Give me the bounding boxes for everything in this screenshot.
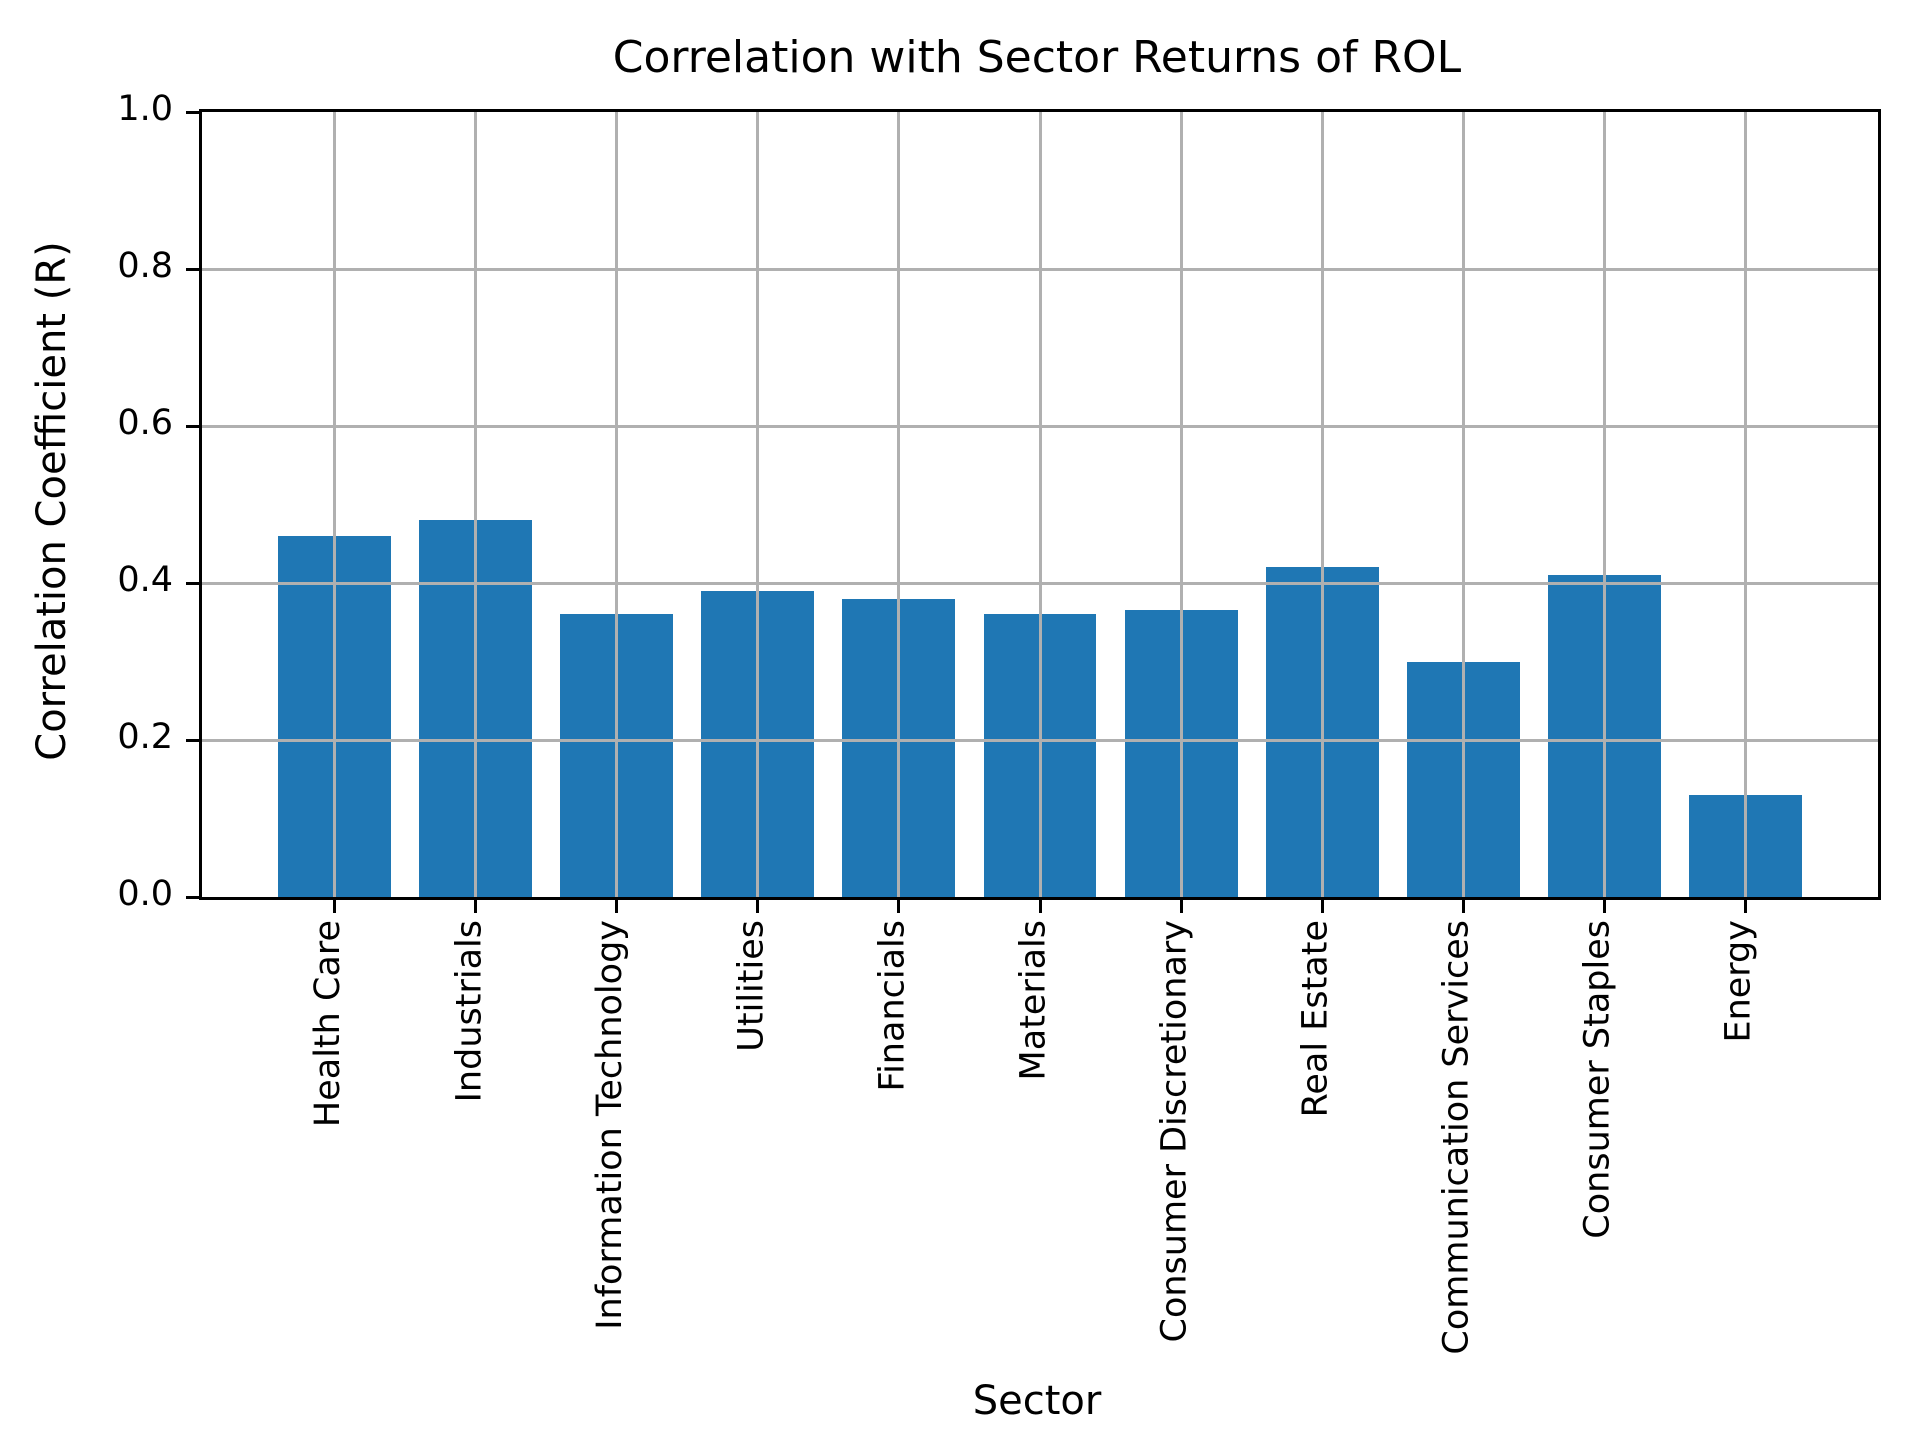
gridline-v-5 [1038,112,1042,897]
x-axis-label: Sector [972,1378,1102,1424]
plot-inner [186,110,1878,913]
gridline-v-8 [1461,112,1465,897]
y-tick-mark-0.4 [186,581,199,585]
y-tick-mark-0.8 [186,267,199,271]
y-tick-label-0.8: 0.8 [117,246,173,286]
x-tick-label-utilities: Utilities [731,920,772,1052]
x-tick-mark-1 [474,900,478,913]
gridline-v-6 [1179,112,1183,897]
gridline-v-1 [474,112,478,897]
x-tick-label-industrials: Industrials [449,920,490,1103]
y-tick-label-0.2: 0.2 [117,717,173,757]
y-tick-mark-0.2 [186,738,199,742]
gridline-v-9 [1602,112,1606,897]
y-tick-mark-0 [186,895,199,899]
x-tick-mark-5 [1038,900,1042,913]
gridline-v-2 [615,112,619,897]
x-tick-mark-8 [1461,900,1465,913]
x-tick-mark-7 [1320,900,1324,913]
gridline-v-0 [333,112,337,897]
gridline-v-7 [1320,112,1324,897]
x-tick-label-consumer-staples: Consumer Staples [1577,920,1618,1239]
gridline-v-10 [1743,112,1747,897]
x-tick-label-financials: Financials [872,920,913,1092]
y-tick-mark-1 [186,110,199,114]
x-tick-mark-6 [1179,900,1183,913]
y-tick-label-0: 0.0 [117,874,173,914]
y-tick-mark-0.6 [186,424,199,428]
x-tick-label-communication-services: Communication Services [1436,920,1477,1355]
x-tick-mark-10 [1743,900,1747,913]
x-tick-label-consumer-discretionary: Consumer Discretionary [1154,920,1195,1343]
x-tick-mark-2 [615,900,619,913]
x-tick-label-materials: Materials [1013,920,1054,1081]
x-tick-mark-4 [897,900,901,913]
x-tick-mark-0 [333,900,337,913]
y-tick-label-0.4: 0.4 [117,560,173,600]
y-tick-label-1: 1.0 [117,89,173,129]
x-tick-label-health-care: Health Care [308,920,349,1128]
x-tick-mark-9 [1602,900,1606,913]
gridline-v-4 [897,112,901,897]
y-axis-label: Correlation Coefficient (R) [29,241,75,761]
gridline-v-3 [756,112,760,897]
plot-area [186,109,1881,913]
y-tick-label-0.6: 0.6 [117,403,173,443]
x-tick-label-energy: Energy [1718,920,1759,1043]
x-tick-mark-3 [756,900,760,913]
chart-title: Correlation with Sector Returns of ROL [612,32,1462,83]
x-tick-label-information-technology: Information Technology [590,920,631,1330]
x-tick-label-real-estate: Real Estate [1295,920,1336,1118]
